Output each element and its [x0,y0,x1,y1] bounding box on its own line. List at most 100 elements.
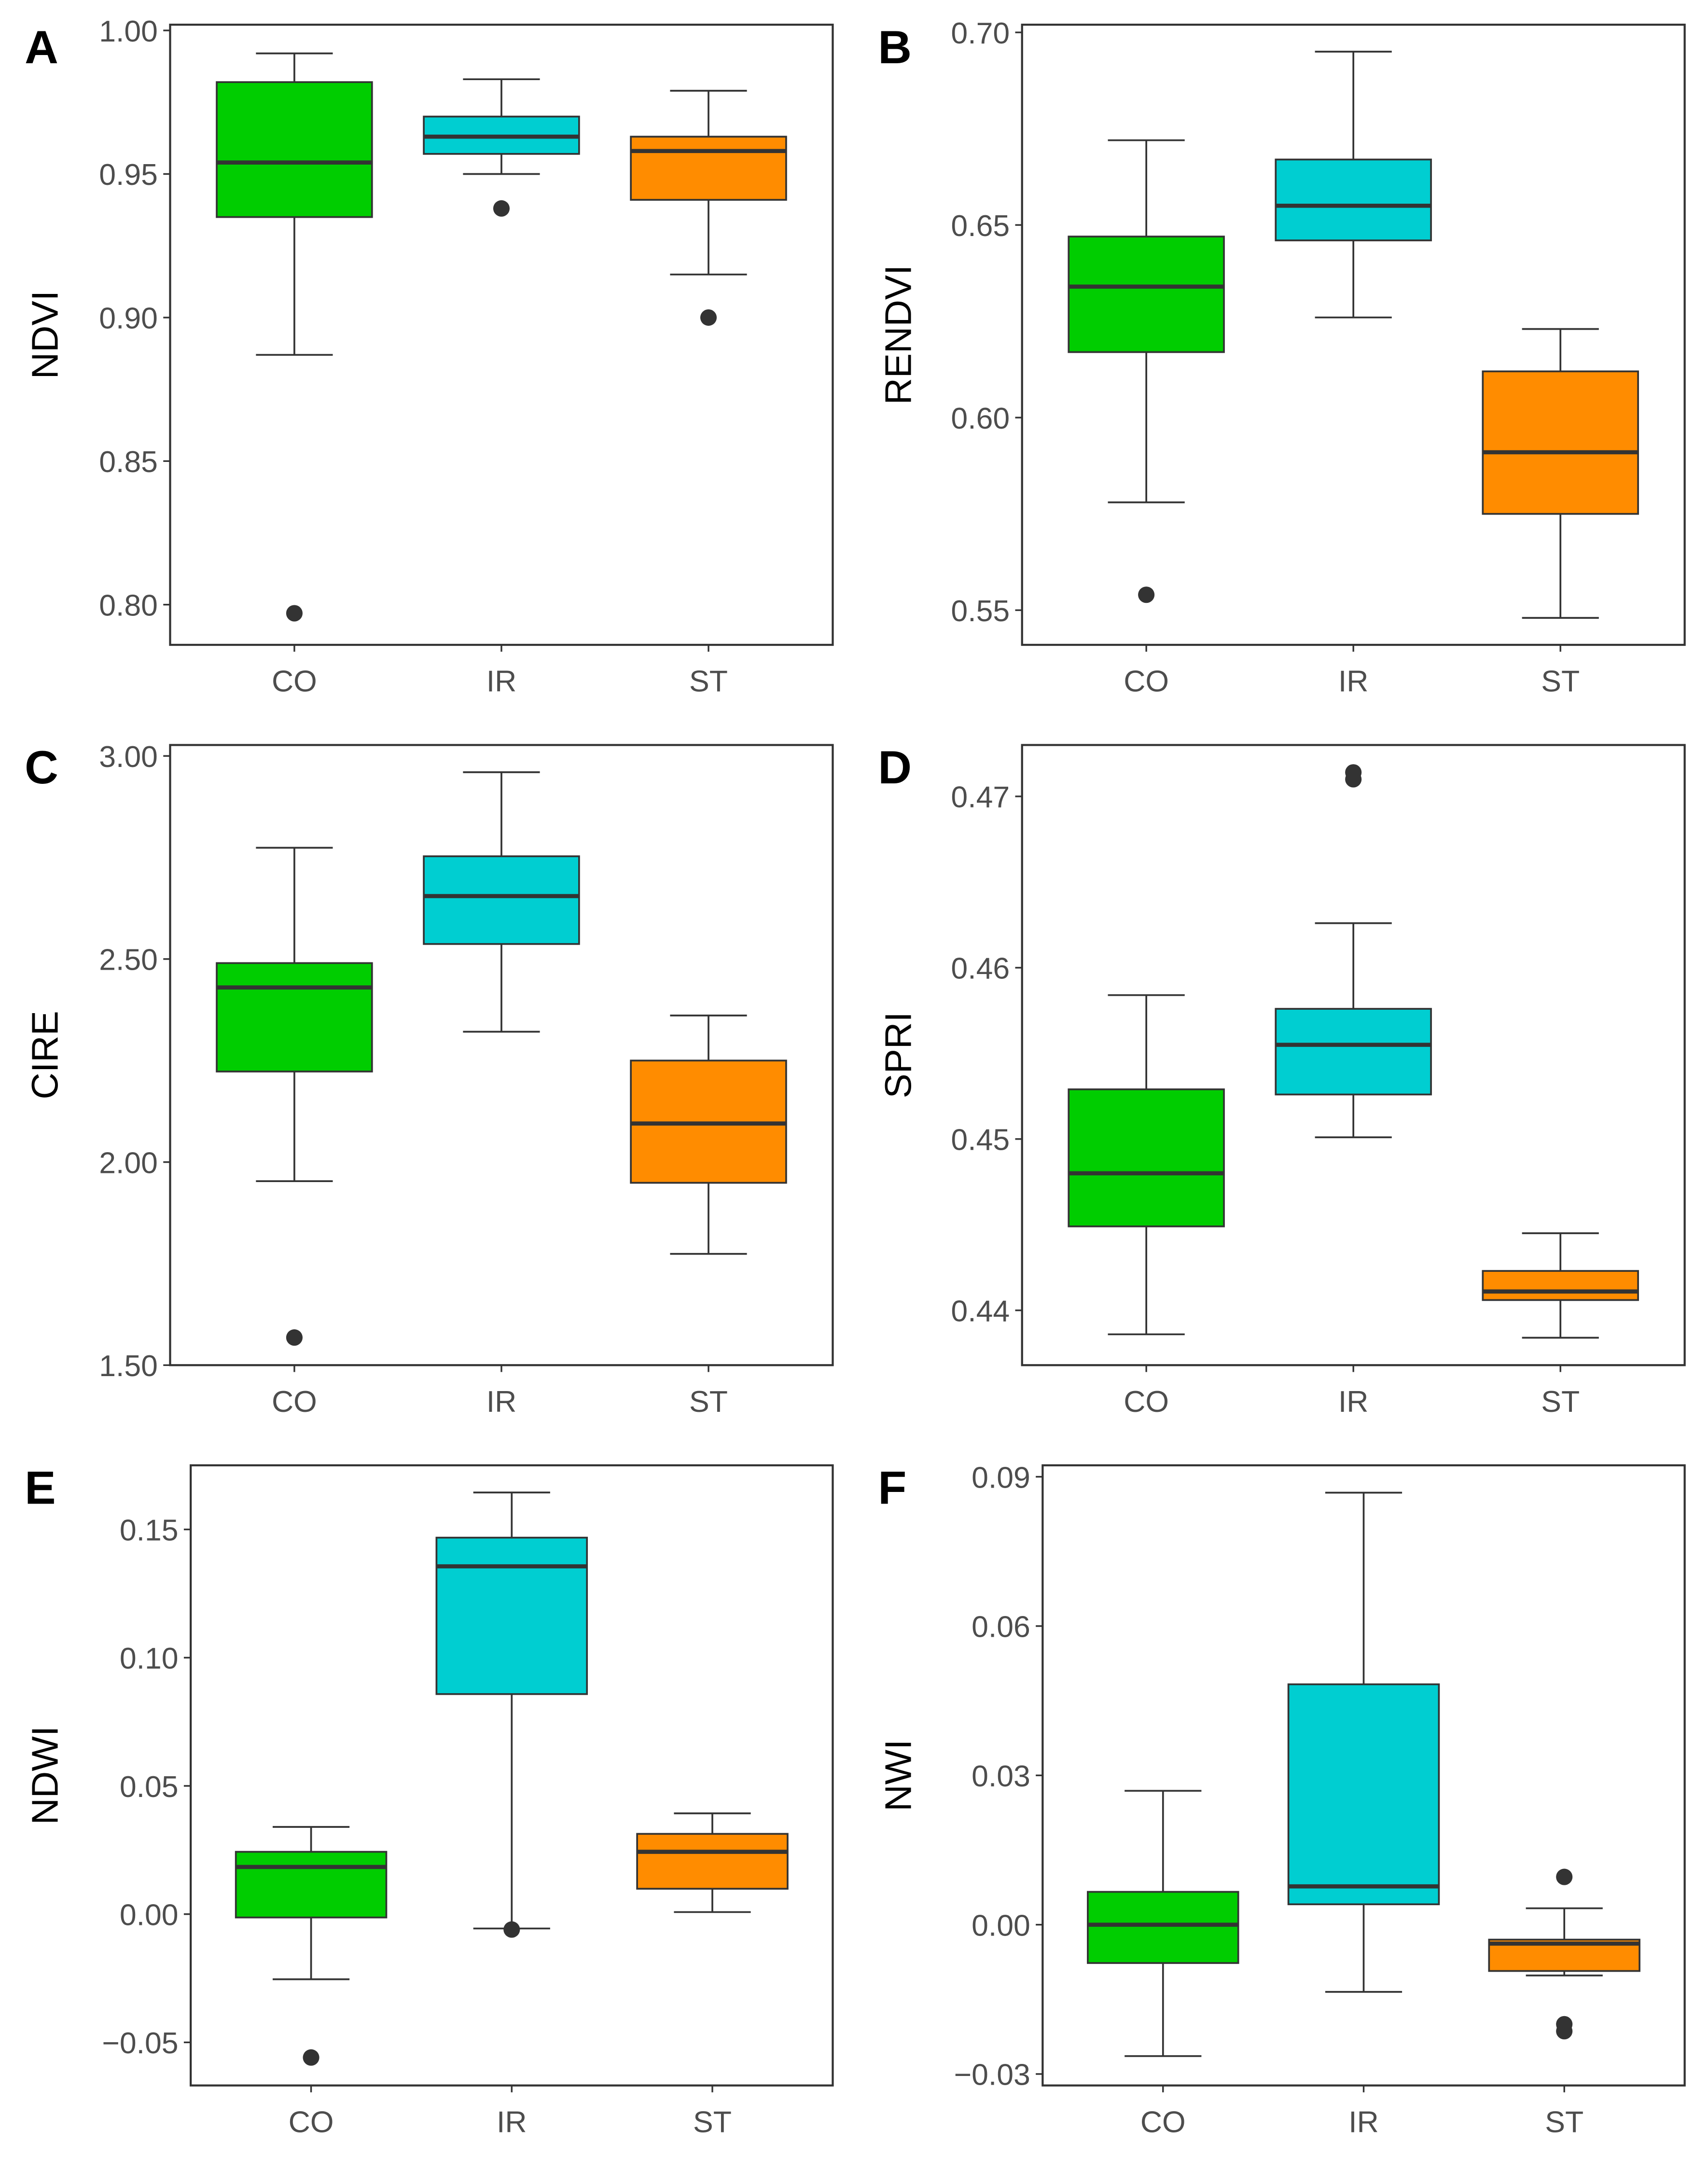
x-tick-label: ST [1541,665,1580,698]
box-iqr [1068,236,1225,353]
x-tick-label: CO [272,1385,317,1419]
panel-letter: E [25,1462,56,1514]
y-axis-title: SPRI [878,1012,919,1098]
y-tick-label: 2.00 [99,1146,158,1180]
y-tick-label: 3.00 [99,740,158,774]
y-axis-title: CIRE [25,1011,66,1099]
panel-C: C 1.50 2.00 2.50 3.00 CIRE CO IR ST [25,740,834,1419]
x-tick-label: ST [1541,1385,1580,1419]
box-iqr [630,136,787,201]
y-tick-label: 0.10 [120,1642,179,1675]
box-iqr [235,1851,388,1919]
y-tick-label: 0.60 [951,402,1010,435]
panel-letter: B [878,22,912,73]
y-axis-title: NWI [878,1740,919,1811]
y-tick-label: 1.50 [99,1349,158,1383]
box-iqr [1068,1088,1225,1227]
y-axis-title: RENDVI [878,265,919,405]
box-CO [216,52,373,622]
y-tick-label: 0.90 [99,302,158,335]
x-tick-label: CO [1124,665,1169,698]
box-IR [423,771,580,1033]
y-tick-label: 1.00 [99,14,158,48]
box-IR [435,1491,588,1938]
x-tick-label: ST [689,1385,728,1419]
box-iqr [1087,1891,1239,1964]
x-tick-label: IR [486,1385,517,1419]
box-iqr [216,962,373,1073]
y-axis-title: NDVI [25,291,66,379]
box-iqr [1275,1008,1432,1096]
y-tick-label: 0.00 [972,1908,1030,1942]
y-tick-label: 0.85 [99,445,158,479]
y-tick-label: 0.47 [951,780,1010,814]
x-tick-label: CO [1140,2105,1186,2139]
box-CO [235,1826,388,2066]
panel-letter: D [878,742,912,794]
y-tick-label: 0.03 [972,1759,1030,1793]
panel-frame [190,1464,834,2087]
panel-letter: F [878,1462,906,1514]
x-tick-label: IR [497,2105,527,2139]
outlier-point [503,1921,520,1938]
box-IR [1287,1491,1440,1993]
box-CO [1068,994,1225,1336]
outlier-point [493,200,510,217]
panel-letter: C [25,742,58,794]
x-tick-label: CO [289,2105,334,2139]
y-tick-label: 0.00 [120,1898,179,1932]
outlier-point [286,1329,303,1346]
panel-frame [169,744,834,1366]
y-axis-title: NDWI [25,1726,66,1825]
y-tick-label: 2.50 [99,943,158,977]
box-iqr [1482,1270,1639,1301]
y-tick-label: 0.06 [972,1610,1030,1644]
x-tick-label: ST [689,665,728,698]
x-tick-label: CO [1124,1385,1169,1419]
panel-D: D 0.44 0.45 0.46 0.47 SPRI CO IR ST [878,742,1686,1419]
box-iqr [1287,1683,1440,1906]
outlier-point [1138,586,1155,603]
box-IR [1275,764,1432,1139]
x-tick-label: IR [1338,1385,1369,1419]
x-tick-label: IR [1338,665,1369,698]
x-tick-label: IR [486,665,517,698]
outlier-point [1556,1868,1573,1885]
y-tick-label: 0.44 [951,1294,1010,1328]
y-tick-label: 0.80 [99,588,158,622]
box-iqr [216,81,373,218]
outlier-point [700,309,717,326]
box-ST [630,90,787,326]
y-tick-label: 0.09 [972,1461,1030,1494]
panel-B: B 0.55 0.60 0.65 0.70 RENDVI CO IR ST [878,16,1686,698]
panel-frame [1021,744,1686,1366]
y-tick-label: 0.55 [951,594,1010,628]
y-tick-label: 0.46 [951,952,1010,986]
box-ST [1488,1868,1640,2040]
y-tick-label: −0.03 [954,2058,1030,2092]
y-tick-label: 0.45 [951,1123,1010,1157]
box-iqr [435,1536,588,1695]
panel-E: E −0.05 0.00 0.05 0.10 0.15 NDWI CO IR ST [25,1462,834,2139]
box-IR [1275,51,1432,319]
panel-letter: A [25,22,58,73]
y-tick-label: −0.05 [102,2026,178,2060]
outlier-point [303,2049,319,2066]
x-tick-label: IR [1348,2105,1379,2139]
panel-F: F −0.03 0.00 0.03 0.06 0.09 NWI CO IR ST [878,1461,1686,2139]
x-tick-label: ST [693,2105,732,2139]
box-ST [1482,1232,1639,1339]
y-tick-label: 0.15 [120,1513,179,1547]
panel-A: A 0.80 0.85 0.90 0.95 1.00 NDVI CO IR ST [25,14,834,698]
y-tick-label: 0.65 [951,209,1010,243]
outlier-point [286,605,303,622]
box-CO [1087,1790,1239,2057]
x-tick-label: CO [272,665,317,698]
outlier-point [1556,2023,1573,2040]
box-CO [1068,139,1225,603]
box-iqr [636,1833,789,1890]
panel-frame [169,24,834,646]
x-tick-label: ST [1545,2105,1583,2139]
panel-frame [1041,1464,1686,2087]
